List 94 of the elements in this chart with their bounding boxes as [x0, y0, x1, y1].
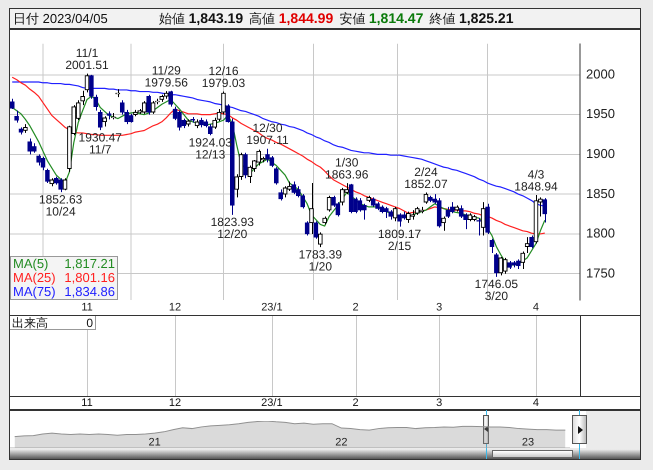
- annotation: 12/16 1979.03: [202, 64, 246, 90]
- x-tick-label: 23: [522, 436, 534, 449]
- x-tick-label: 4: [532, 302, 540, 314]
- candlestick: [406, 211, 411, 224]
- candlestick: [62, 178, 68, 191]
- candlestick: [529, 235, 534, 249]
- x-tick-label: 11: [81, 302, 93, 314]
- text: 出来高: [12, 316, 48, 330]
- candlestick: [502, 257, 508, 274]
- candlestick: [340, 187, 345, 206]
- candlestick: [199, 117, 204, 128]
- category-label: 12: [168, 397, 182, 410]
- candlestick: [177, 110, 182, 132]
- candlestick: [458, 204, 464, 219]
- candlestick: [146, 94, 151, 116]
- candlestick: [98, 109, 103, 131]
- x-tick-label: 2: [352, 302, 359, 314]
- x-tick-label: 23/1: [261, 302, 283, 314]
- candlestick: [274, 166, 279, 186]
- category-label: 23/1: [261, 397, 283, 410]
- text: 日付 2023/04/05: [12, 10, 109, 28]
- annotation: 2/24 1852.07: [404, 164, 448, 191]
- candlestick: [520, 250, 526, 270]
- candlestick: [370, 196, 376, 208]
- y-tick-label: 1950: [586, 106, 615, 122]
- candlestick: [314, 220, 318, 240]
- y-tick-label: 1750: [586, 265, 615, 280]
- annotation: 1823.93 12/20: [210, 215, 254, 242]
- category-label: 2: [352, 397, 359, 410]
- y-tick-label: 1850: [586, 186, 615, 201]
- y-tick-label: 2000: [586, 66, 615, 82]
- candlestick: [424, 192, 428, 204]
- candlestick: [358, 198, 362, 212]
- annotation: 11/29 1979.56: [144, 63, 188, 90]
- candlestick: [58, 178, 63, 193]
- candlestick: [392, 206, 398, 222]
- candlestick: [168, 90, 173, 108]
- x-tick-label: 21: [148, 436, 161, 449]
- candlestick: [542, 198, 548, 223]
- annotation: 1,817.21: [64, 256, 115, 271]
- y-tick-label: 1900: [586, 146, 615, 161]
- candlestick: [84, 73, 90, 93]
- text: 0: [86, 316, 93, 330]
- candlestick: [480, 202, 486, 236]
- candlestick: [318, 232, 323, 248]
- y-tick-label: 1800: [586, 226, 615, 241]
- annotation: 1,834.86: [64, 284, 115, 299]
- text: MA(25): [13, 270, 56, 285]
- candlestick: [524, 236, 530, 254]
- text: 高値 1,844.99: [249, 10, 334, 26]
- annotation: 4/3 1848.94: [514, 167, 558, 194]
- candlestick: [450, 202, 455, 214]
- candlestick: [309, 182, 314, 234]
- candlestick: [362, 203, 367, 220]
- annotation: 1783.39 1/20: [298, 247, 342, 274]
- annotation: 1,801.16: [64, 270, 115, 285]
- annotation: 1809.17 2/15: [378, 226, 422, 253]
- annotation: 1930.47 11/7: [78, 130, 122, 156]
- candlestick: [304, 220, 310, 236]
- candlestick: [388, 210, 394, 220]
- candlestick: [446, 206, 450, 219]
- x-tick-label: 22: [335, 436, 348, 449]
- candlestick: [142, 100, 147, 114]
- text: 安値 1,814.47: [339, 10, 424, 26]
- candlestick: [243, 152, 248, 179]
- category-label: 4: [532, 397, 540, 410]
- x-tick-label: 12: [168, 302, 182, 314]
- candlestick: [27, 138, 32, 155]
- candlestick: [498, 256, 504, 276]
- candlestick: [265, 148, 270, 163]
- candlestick: [282, 186, 288, 198]
- annotation: 1852.63 10/24: [38, 192, 83, 218]
- text: MA(5): [13, 256, 48, 271]
- x-tick-label: 3: [436, 302, 442, 314]
- annotation: 11/1 2001.51: [65, 46, 110, 72]
- text: 終値 1,825.21: [429, 10, 514, 26]
- annotation: 1746.05 3/20: [474, 277, 518, 304]
- candlestick: [270, 155, 274, 168]
- candlestick: [441, 216, 446, 232]
- category-label: 11: [81, 397, 93, 410]
- candlestick: [150, 100, 156, 114]
- candlestick: [278, 188, 284, 202]
- category-label: 3: [436, 397, 442, 410]
- candlestick: [516, 258, 521, 270]
- candlestick: [208, 124, 213, 136]
- candlestick: [397, 212, 402, 228]
- candlestick: [292, 180, 296, 195]
- candlestick: [36, 154, 41, 166]
- candlestick: [490, 238, 494, 254]
- candlestick: [384, 206, 389, 219]
- candlestick: [326, 195, 332, 212]
- text: 始値 1,843.19: [159, 10, 244, 26]
- candlestick: [494, 252, 499, 278]
- text: MA(75): [13, 284, 56, 299]
